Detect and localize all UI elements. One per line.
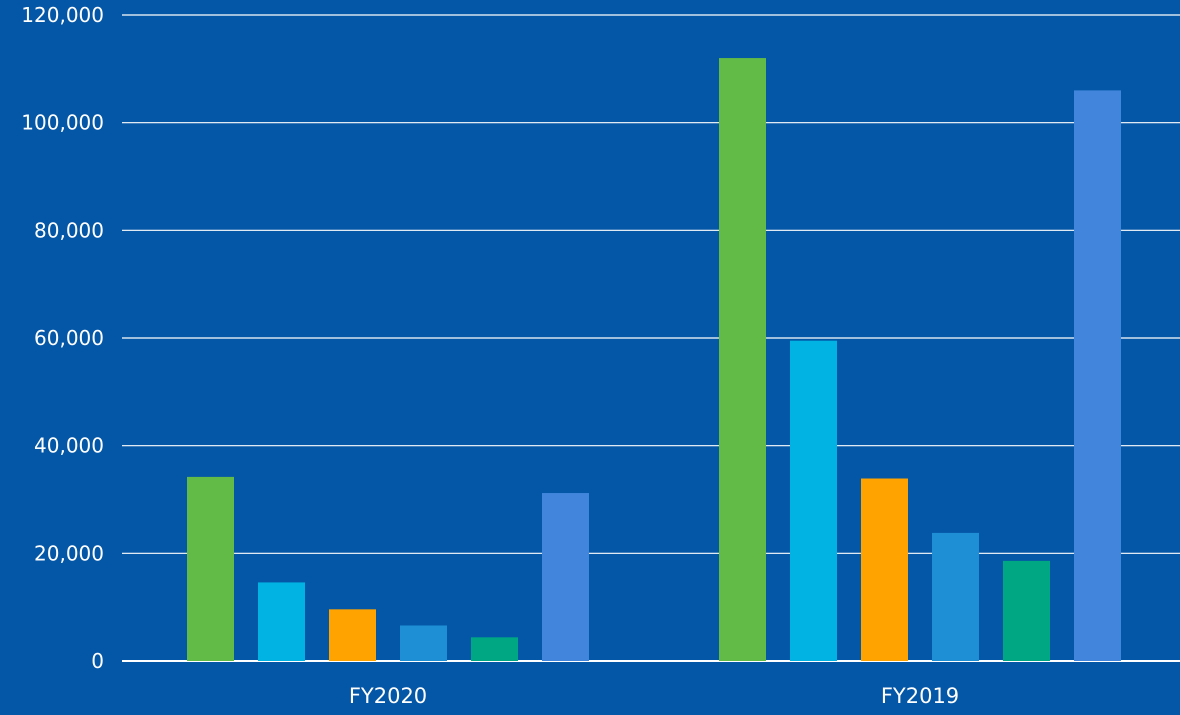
bar-fy2019-6 — [1074, 90, 1121, 661]
x-category-label: FY2019 — [881, 684, 959, 708]
bars — [187, 58, 1121, 662]
y-tick-label: 60,000 — [34, 326, 104, 350]
bar-fy2019-5 — [1003, 560, 1050, 661]
x-axis-category-labels: FY2020 FY2019 — [349, 684, 959, 708]
bar-fy2019-4 — [932, 532, 979, 661]
x-category-label: FY2020 — [349, 684, 427, 708]
y-tick-label: 0 — [91, 649, 104, 673]
bar-fy2020-3 — [329, 609, 376, 661]
bar-fy2019-2 — [790, 340, 837, 661]
bar-fy2019-1 — [719, 58, 766, 662]
bar-fy2020-4 — [400, 625, 447, 661]
bar-fy2020-5 — [471, 637, 518, 661]
bar-fy2020-1 — [187, 476, 234, 661]
y-tick-label: 40,000 — [34, 434, 104, 458]
y-tick-label: 20,000 — [34, 541, 104, 565]
y-tick-label: 80,000 — [34, 218, 104, 242]
bar-fy2020-6 — [542, 493, 589, 661]
y-tick-label: 120,000 — [21, 3, 104, 27]
y-axis-tick-labels: 0 20,000 40,000 60,000 80,000 100,000 120,000 — [21, 3, 104, 673]
bar-fy2019-3 — [861, 478, 908, 661]
y-tick-label: 100,000 — [21, 111, 104, 135]
bar-fy2020-2 — [258, 582, 305, 661]
